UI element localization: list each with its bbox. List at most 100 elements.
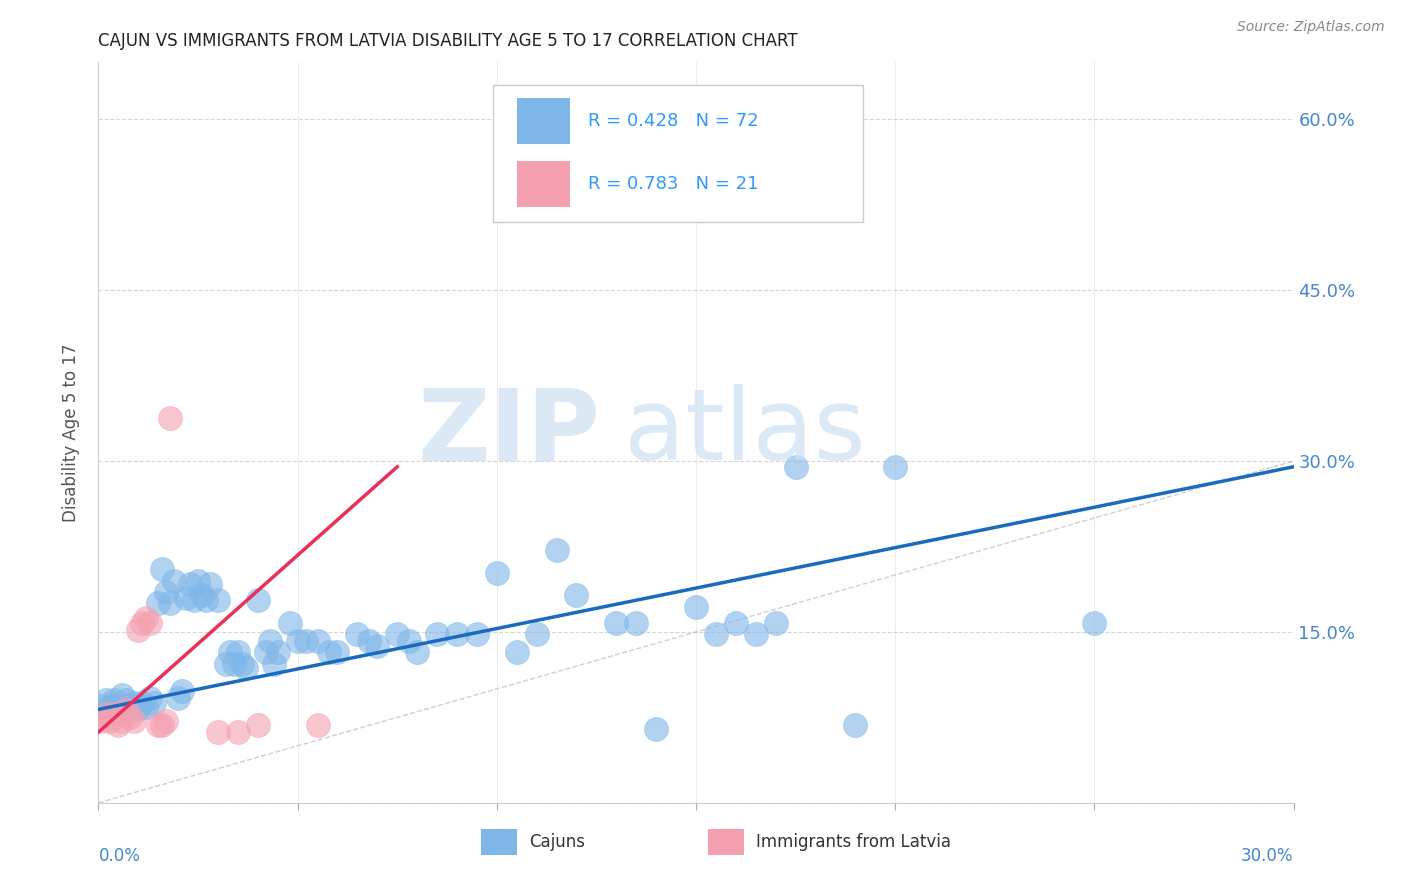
Point bbox=[526, 627, 548, 641]
Text: Cajuns: Cajuns bbox=[529, 832, 585, 851]
Point bbox=[163, 574, 186, 588]
Point bbox=[179, 577, 201, 591]
Point bbox=[107, 718, 129, 732]
Point bbox=[326, 645, 349, 659]
Point bbox=[120, 698, 142, 713]
Point bbox=[1083, 615, 1105, 630]
Point bbox=[398, 634, 420, 648]
Point bbox=[98, 714, 122, 728]
Text: 30.0%: 30.0% bbox=[1241, 847, 1294, 865]
Point bbox=[150, 562, 173, 576]
Point bbox=[159, 410, 181, 425]
Point bbox=[143, 696, 166, 710]
Point bbox=[155, 714, 177, 728]
Point bbox=[745, 627, 768, 641]
Point bbox=[506, 645, 529, 659]
Point bbox=[139, 691, 162, 706]
Point bbox=[359, 634, 381, 648]
Point bbox=[131, 615, 153, 630]
Point bbox=[246, 593, 269, 607]
Point bbox=[267, 645, 290, 659]
FancyBboxPatch shape bbox=[709, 829, 744, 855]
Y-axis label: Disability Age 5 to 17: Disability Age 5 to 17 bbox=[62, 343, 80, 522]
Point bbox=[446, 627, 468, 641]
Point bbox=[346, 627, 368, 641]
Point bbox=[287, 634, 309, 648]
Point bbox=[96, 706, 118, 721]
Point bbox=[235, 661, 257, 675]
Point bbox=[127, 702, 149, 716]
Point bbox=[645, 722, 668, 736]
Text: R = 0.428   N = 72: R = 0.428 N = 72 bbox=[589, 112, 759, 130]
Text: atlas: atlas bbox=[624, 384, 866, 481]
Point bbox=[884, 459, 907, 474]
Point bbox=[626, 615, 648, 630]
Point bbox=[148, 718, 170, 732]
Point bbox=[406, 645, 429, 659]
Point bbox=[226, 645, 249, 659]
Point bbox=[263, 657, 285, 671]
Point bbox=[111, 688, 134, 702]
Point bbox=[155, 585, 177, 599]
Point bbox=[103, 706, 125, 721]
Text: CAJUN VS IMMIGRANTS FROM LATVIA DISABILITY AGE 5 TO 17 CORRELATION CHART: CAJUN VS IMMIGRANTS FROM LATVIA DISABILI… bbox=[98, 32, 799, 50]
Point bbox=[111, 714, 134, 728]
Text: ZIP: ZIP bbox=[418, 384, 600, 481]
Text: R = 0.783   N = 21: R = 0.783 N = 21 bbox=[589, 175, 759, 193]
Point bbox=[685, 599, 707, 614]
Point bbox=[215, 657, 238, 671]
Point bbox=[139, 615, 162, 630]
Point bbox=[219, 645, 242, 659]
Point bbox=[103, 693, 125, 707]
Point bbox=[785, 459, 807, 474]
Point bbox=[124, 696, 146, 710]
Point bbox=[254, 645, 277, 659]
Point bbox=[307, 718, 329, 732]
Point bbox=[485, 566, 508, 580]
Point bbox=[565, 589, 588, 603]
Point bbox=[259, 634, 281, 648]
Point bbox=[207, 725, 229, 739]
Text: Immigrants from Latvia: Immigrants from Latvia bbox=[756, 832, 950, 851]
FancyBboxPatch shape bbox=[517, 98, 571, 144]
Point bbox=[135, 611, 157, 625]
Point bbox=[278, 615, 301, 630]
Point bbox=[91, 698, 114, 713]
Point bbox=[605, 615, 627, 630]
Point bbox=[159, 597, 181, 611]
Point bbox=[135, 700, 157, 714]
Point bbox=[198, 577, 221, 591]
Point bbox=[465, 627, 488, 641]
FancyBboxPatch shape bbox=[481, 829, 517, 855]
Point bbox=[195, 593, 218, 607]
Point bbox=[226, 725, 249, 739]
Point bbox=[765, 615, 787, 630]
Point bbox=[207, 593, 229, 607]
Point bbox=[222, 657, 245, 671]
Text: 0.0%: 0.0% bbox=[98, 847, 141, 865]
Point bbox=[120, 710, 142, 724]
Point bbox=[724, 615, 747, 630]
Point bbox=[366, 639, 388, 653]
Point bbox=[96, 693, 118, 707]
Point bbox=[318, 645, 340, 659]
FancyBboxPatch shape bbox=[517, 161, 571, 207]
Point bbox=[294, 634, 316, 648]
Point bbox=[307, 634, 329, 648]
FancyBboxPatch shape bbox=[494, 85, 863, 221]
Point bbox=[115, 702, 138, 716]
Point bbox=[187, 574, 209, 588]
Point bbox=[246, 718, 269, 732]
Point bbox=[426, 627, 449, 641]
Point bbox=[231, 657, 253, 671]
Point bbox=[844, 718, 866, 732]
Point bbox=[172, 684, 194, 698]
Point bbox=[704, 627, 727, 641]
Point bbox=[183, 593, 205, 607]
Point bbox=[91, 714, 114, 728]
Point bbox=[131, 696, 153, 710]
Point bbox=[124, 714, 146, 728]
Point bbox=[127, 623, 149, 637]
Point bbox=[148, 597, 170, 611]
Point bbox=[115, 693, 138, 707]
